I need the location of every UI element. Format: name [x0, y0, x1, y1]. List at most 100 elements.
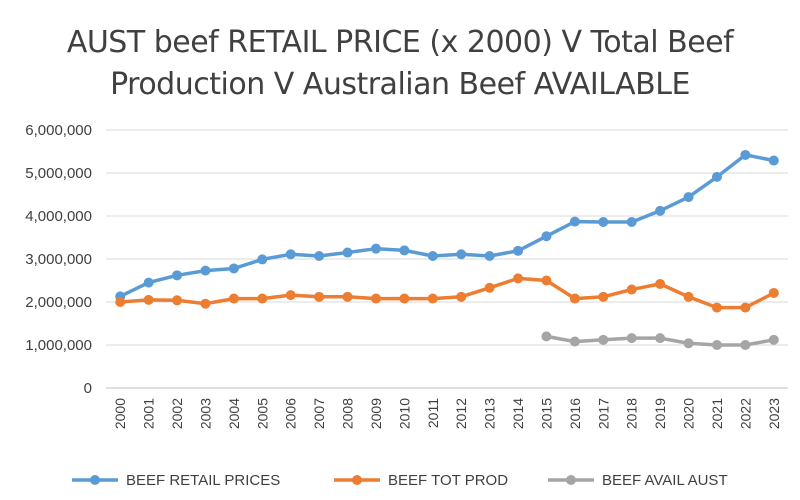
- series-2-point: [740, 340, 751, 350]
- x-tick-label: 2010: [396, 398, 412, 429]
- x-tick-label: 2021: [709, 398, 725, 429]
- y-tick-label: 5,000,000: [25, 165, 92, 182]
- x-tick-label: 2017: [595, 398, 611, 429]
- series-0-point: [655, 205, 666, 216]
- series-1-point: [115, 297, 126, 307]
- series-0-point: [711, 171, 722, 182]
- series-line-1: [120, 276, 775, 310]
- series-0-point: [456, 249, 467, 260]
- x-tick-label: 2007: [311, 398, 327, 429]
- series-1-point: [370, 293, 381, 304]
- series-0-point: [399, 245, 410, 256]
- x-tick-label: 2008: [340, 398, 356, 429]
- series-0-point: [484, 250, 495, 261]
- chart-title-line-2: Production V Australian Beef AVAILABLE: [110, 67, 690, 102]
- series-0-point: [598, 217, 609, 228]
- series-1-point: [569, 293, 580, 304]
- y-tick-label: 4,000,000: [25, 208, 92, 225]
- series-1-point: [456, 291, 467, 302]
- series-0-point: [342, 247, 353, 258]
- y-tick-label: 6,000,000: [25, 122, 92, 139]
- series-1-point: [228, 293, 239, 304]
- y-tick-label: 3,000,000: [25, 251, 92, 268]
- legend-marker-0: [90, 475, 100, 485]
- x-tick-label: 2005: [254, 398, 270, 429]
- series-0-point: [427, 250, 438, 261]
- x-tick-label: 2013: [482, 398, 498, 429]
- y-tick-label: 2,000,000: [25, 294, 92, 311]
- series-1-point: [768, 287, 779, 298]
- series-0-point: [228, 263, 239, 274]
- x-tick-label: 2015: [538, 398, 554, 429]
- series-0-point: [768, 155, 779, 166]
- series-0-point: [740, 149, 751, 160]
- series-0-point: [200, 265, 211, 276]
- series-1-point: [626, 284, 637, 295]
- x-tick-label: 2011: [425, 398, 441, 428]
- chart-title: AUST beef RETAIL PRICE (x 2000) V Total …: [0, 22, 800, 106]
- series-1-point: [257, 293, 268, 304]
- x-tick-label: 2004: [226, 398, 242, 429]
- series-1-point: [399, 293, 410, 304]
- series-1-point: [683, 291, 694, 302]
- series-1-point: [342, 291, 353, 302]
- series-0-point: [541, 231, 552, 242]
- legend-marker-2: [566, 475, 576, 485]
- series-1-point: [541, 275, 552, 286]
- x-tick-label: 2019: [652, 398, 668, 429]
- series-0-point: [513, 245, 524, 256]
- legend-label-2: BEEF AVAIL AUST: [602, 472, 728, 489]
- x-tick-label: 2006: [283, 398, 299, 429]
- x-tick-label: 2000: [112, 398, 128, 429]
- series-1-point: [143, 294, 154, 305]
- series-2-point: [569, 336, 580, 347]
- series-1-point: [740, 302, 751, 313]
- x-tick-label: 2012: [453, 398, 469, 429]
- series-2-point: [541, 331, 552, 342]
- series-line-0: [119, 153, 775, 298]
- series-0-point: [143, 277, 154, 288]
- x-tick-label: 2022: [737, 398, 753, 429]
- x-tick-label: 2014: [510, 398, 526, 429]
- series-1-point: [598, 291, 609, 302]
- x-tick-label: 2023: [766, 398, 782, 429]
- series-1-point: [172, 295, 183, 306]
- chart-title-line-1: AUST beef RETAIL PRICE (x 2000) V Total …: [66, 25, 734, 60]
- series-0-point: [285, 249, 296, 260]
- legend-marker-1: [352, 475, 362, 485]
- y-tick-label: 0: [84, 380, 92, 397]
- legend-label-1: BEEF TOT PROD: [388, 472, 508, 489]
- series-2-point: [626, 333, 637, 344]
- series-0-point: [172, 270, 183, 281]
- series-2-point: [768, 334, 779, 345]
- series-1-point: [285, 290, 296, 301]
- series-2-point: [711, 340, 722, 350]
- x-tick-label: 2003: [197, 398, 213, 429]
- x-tick-label: 2002: [169, 398, 185, 429]
- x-tick-label: 2018: [624, 398, 640, 429]
- series-1-point: [484, 282, 495, 293]
- y-tick-label: 1,000,000: [25, 337, 92, 354]
- legend-label-0: BEEF RETAIL PRICES: [126, 472, 280, 489]
- x-tick-label: 2016: [567, 398, 583, 429]
- series-2-point: [683, 338, 694, 349]
- series-0-point: [626, 217, 637, 228]
- series-1-point: [655, 278, 666, 289]
- series-0-point: [370, 243, 381, 254]
- series-1-point: [314, 291, 325, 302]
- x-tick-label: 2009: [368, 398, 384, 429]
- series-1-point: [427, 293, 438, 304]
- x-tick-label: 2001: [141, 398, 157, 429]
- series-1-point: [513, 273, 524, 284]
- series-0-point: [257, 254, 268, 265]
- series-2-point: [655, 333, 666, 344]
- series-2-point: [598, 334, 609, 345]
- series-1-point: [200, 298, 211, 309]
- series-0-point: [314, 250, 325, 261]
- series-1-point: [711, 302, 722, 313]
- series-0-point: [683, 192, 694, 203]
- x-tick-label: 2020: [681, 398, 697, 429]
- series-0-point: [569, 216, 580, 227]
